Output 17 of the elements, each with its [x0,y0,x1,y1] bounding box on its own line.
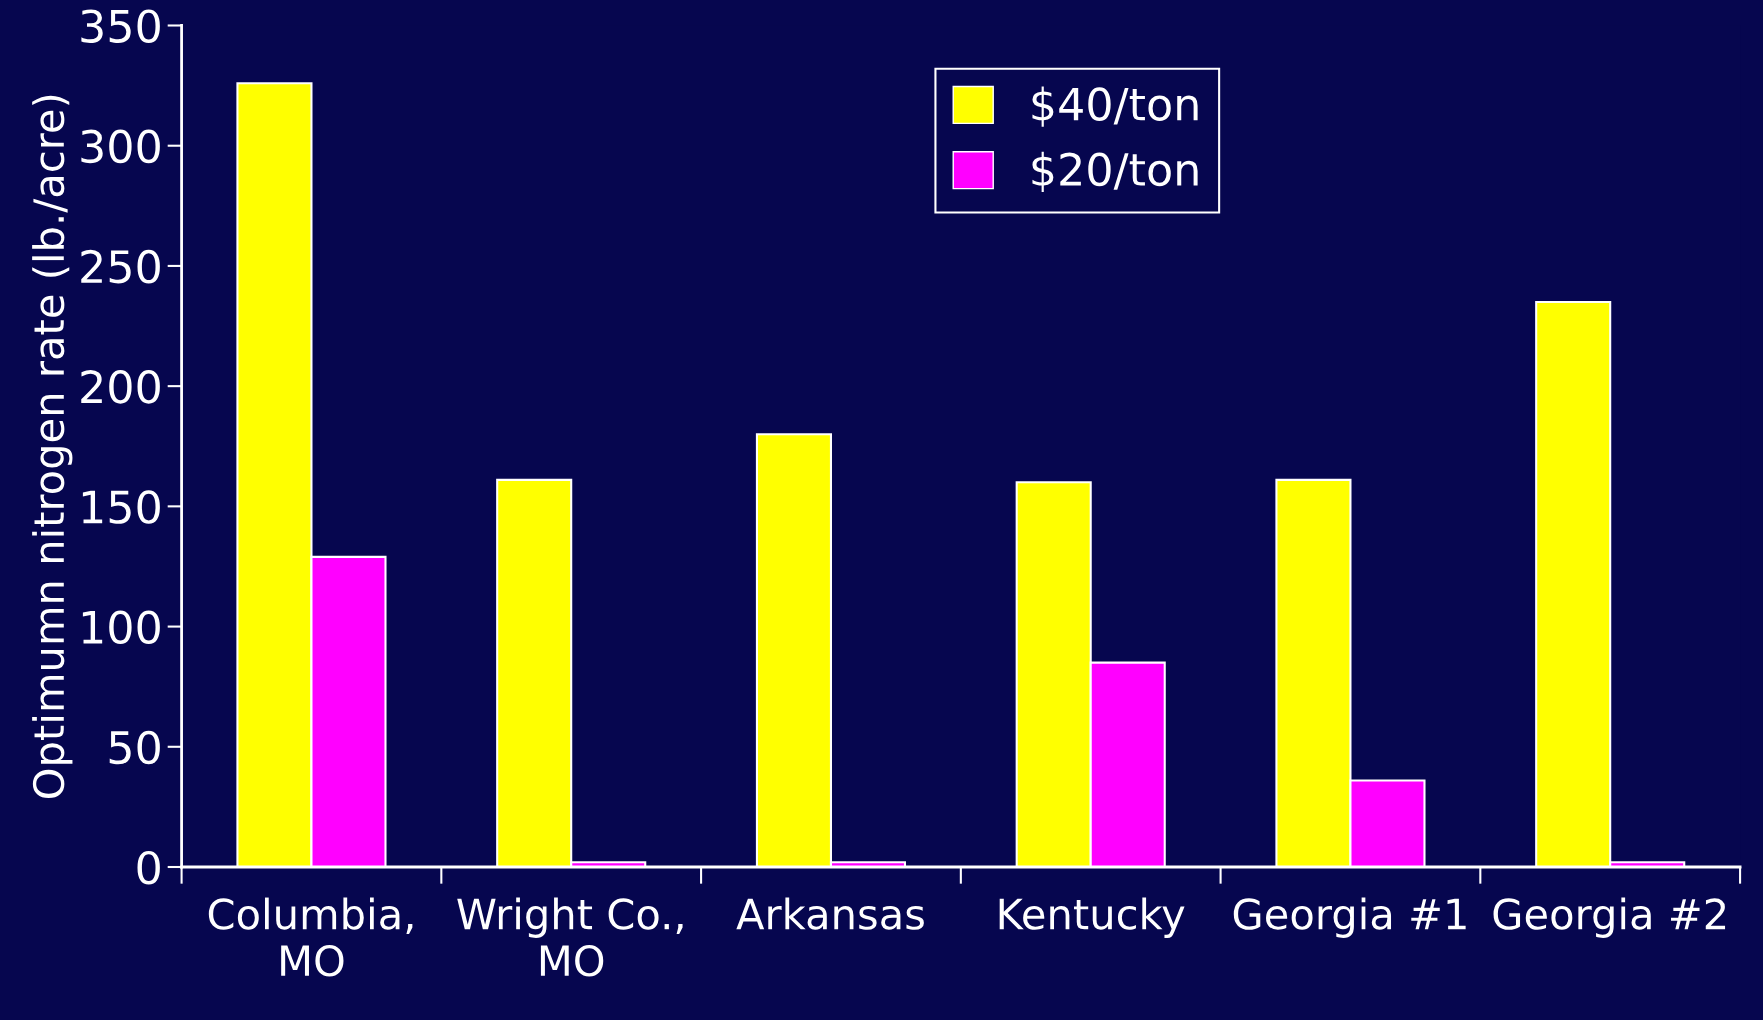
y-tick-label: 0 [137,850,160,885]
y-tick-label: 100 [82,610,160,645]
y-tick-label: 350 [81,9,160,44]
y-tick-label: 300 [81,129,160,164]
x-tick-label: Columbia, MO [208,897,413,977]
legend-label: $40/ton [1032,86,1198,127]
x-tick-label: Arkansas [736,897,924,930]
x-tick-label: Kentucky [999,897,1185,938]
y-axis-title: Optimumn nitrogen rate (lb./acre) [32,95,73,798]
y-tick-label: 200 [81,370,160,404]
legend-label: $20/ton [1032,151,1198,193]
y-tick-label: 50 [109,730,160,765]
x-tick-label: Georgia #2 [1493,897,1726,938]
x-tick-label: Georgia #1 [1233,897,1466,938]
x-tick-label: Wright Co., MO [457,897,683,977]
y-tick-label: 250 [81,249,160,284]
y-tick-label: 150 [82,490,160,524]
